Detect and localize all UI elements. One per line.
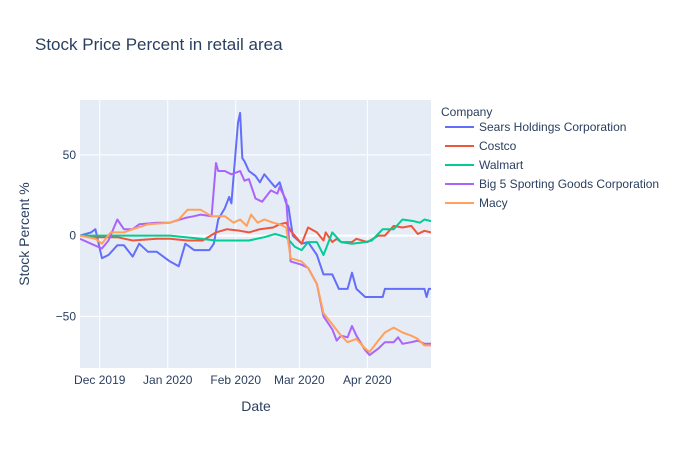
- series-line-2: [80, 221, 431, 245]
- y-axis-title: Stock Percent %: [16, 182, 32, 286]
- x-tick-label: Jan 2020: [143, 373, 193, 387]
- y-axis-ticks: 50 0 −50: [56, 148, 77, 323]
- x-tick-label: Mar 2020: [274, 373, 325, 387]
- x-axis-title: Date: [241, 398, 271, 414]
- legend-label: Macy: [479, 196, 508, 210]
- legend: Company Sears Holdings Corporation Costco…: [441, 105, 659, 210]
- x-tick-label: Dec 2019: [74, 373, 126, 387]
- legend-label: Costco: [479, 139, 517, 153]
- legend-label: Walmart: [479, 158, 524, 172]
- legend-item[interactable]: Costco: [445, 139, 517, 153]
- legend-label: Big 5 Sporting Goods Corporation: [479, 177, 659, 191]
- x-axis-ticks: Dec 2019 Jan 2020 Feb 2020 Mar 2020 Apr 2020: [74, 373, 392, 387]
- series-line-1: [80, 111, 431, 298]
- legend-item[interactable]: Macy: [445, 196, 508, 210]
- legend-title: Company: [441, 105, 492, 119]
- plot-area: [80, 100, 431, 368]
- y-tick-label: 50: [63, 148, 77, 162]
- legend-item[interactable]: Big 5 Sporting Goods Corporation: [445, 177, 659, 191]
- y-tick-label: 0: [69, 229, 76, 243]
- legend-label: Sears Holdings Corporation: [479, 120, 626, 134]
- x-tick-label: Apr 2020: [343, 373, 392, 387]
- series-layer: [80, 111, 431, 357]
- series-line-5: [80, 208, 431, 353]
- legend-item[interactable]: Sears Holdings Corporation: [445, 120, 626, 134]
- x-tick-label: Feb 2020: [210, 373, 261, 387]
- legend-item[interactable]: Walmart: [445, 158, 524, 172]
- y-tick-label: −50: [56, 309, 77, 323]
- series-line-3: [80, 218, 431, 256]
- chart-title: Stock Price Percent in retail area: [35, 35, 283, 54]
